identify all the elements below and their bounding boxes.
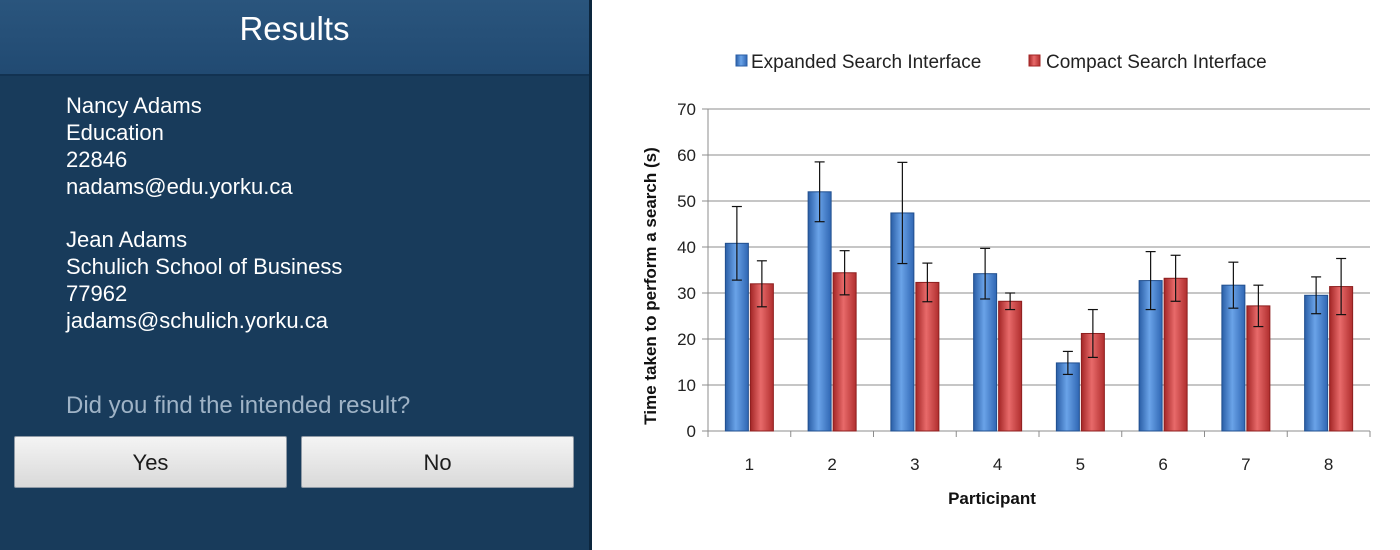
compact-bar-4	[998, 300, 1023, 432]
y-tick-label: 40	[677, 238, 696, 257]
no-button[interactable]: No	[301, 436, 574, 488]
compact-bar-3	[915, 281, 940, 432]
y-tick-label: 70	[677, 100, 696, 119]
x-tick-label: 6	[1158, 455, 1167, 474]
result-email: jadams@schulich.yorku.ca	[66, 308, 328, 333]
y-tick-label: 60	[677, 146, 696, 165]
gridlines	[708, 108, 1370, 386]
x-tick-label: 8	[1324, 455, 1333, 474]
page-title: Results	[239, 10, 350, 47]
y-tick-label: 10	[677, 376, 696, 395]
legend-label-compact: Compact Search Interface	[1046, 52, 1267, 73]
y-tick-label: 30	[677, 284, 696, 303]
yes-button[interactable]: Yes	[14, 436, 287, 488]
legend-swatch-compact	[1028, 54, 1041, 67]
x-tick-label: 4	[993, 455, 1002, 474]
result-email: nadams@edu.yorku.ca	[66, 174, 293, 199]
x-tick-label: 2	[827, 455, 836, 474]
x-tick-label: 5	[1076, 455, 1085, 474]
results-header: Results	[0, 0, 589, 76]
x-tick-label: 7	[1241, 455, 1250, 474]
search-time-chart: Expanded Search Interface Compact Search…	[596, 0, 1400, 550]
bars	[724, 161, 1354, 432]
y-tick-label: 50	[677, 192, 696, 211]
chart-legend: Expanded Search Interface Compact Search…	[735, 52, 1267, 73]
x-tick-label: 3	[910, 455, 919, 474]
result-extension: 77962	[66, 281, 128, 306]
result-name: Nancy Adams	[66, 93, 202, 118]
result-department: Education	[66, 120, 164, 145]
y-tick-label: 0	[687, 422, 696, 441]
result-item-nancy-adams: Nancy Adams Education 22846 nadams@edu.y…	[66, 92, 293, 200]
legend-label-expanded: Expanded Search Interface	[751, 52, 981, 73]
expanded-bar-2	[807, 191, 832, 432]
compact-bar-2	[832, 272, 857, 432]
bar-chart-svg: Expanded Search Interface Compact Search…	[641, 52, 1371, 508]
results-screen: Results Nancy Adams Education 22846 nada…	[0, 0, 592, 550]
x-tick-label: 1	[745, 455, 754, 474]
x-axis-title: Participant	[948, 489, 1036, 508]
result-extension: 22846	[66, 147, 128, 172]
tick-labels: 0 10 20 30 40 50 60 70 1 2 3 4 5 6 7 8	[677, 100, 1333, 474]
expanded-bar-8	[1304, 294, 1329, 432]
y-axis-title: Time taken to perform a search (s)	[641, 147, 660, 424]
result-item-jean-adams: Jean Adams Schulich School of Business 7…	[66, 226, 342, 334]
y-tick-label: 20	[677, 330, 696, 349]
legend-swatch-expanded	[735, 54, 748, 67]
feedback-question: Did you find the intended result?	[66, 392, 411, 419]
result-name: Jean Adams	[66, 227, 188, 252]
result-department: Schulich School of Business	[66, 254, 343, 279]
